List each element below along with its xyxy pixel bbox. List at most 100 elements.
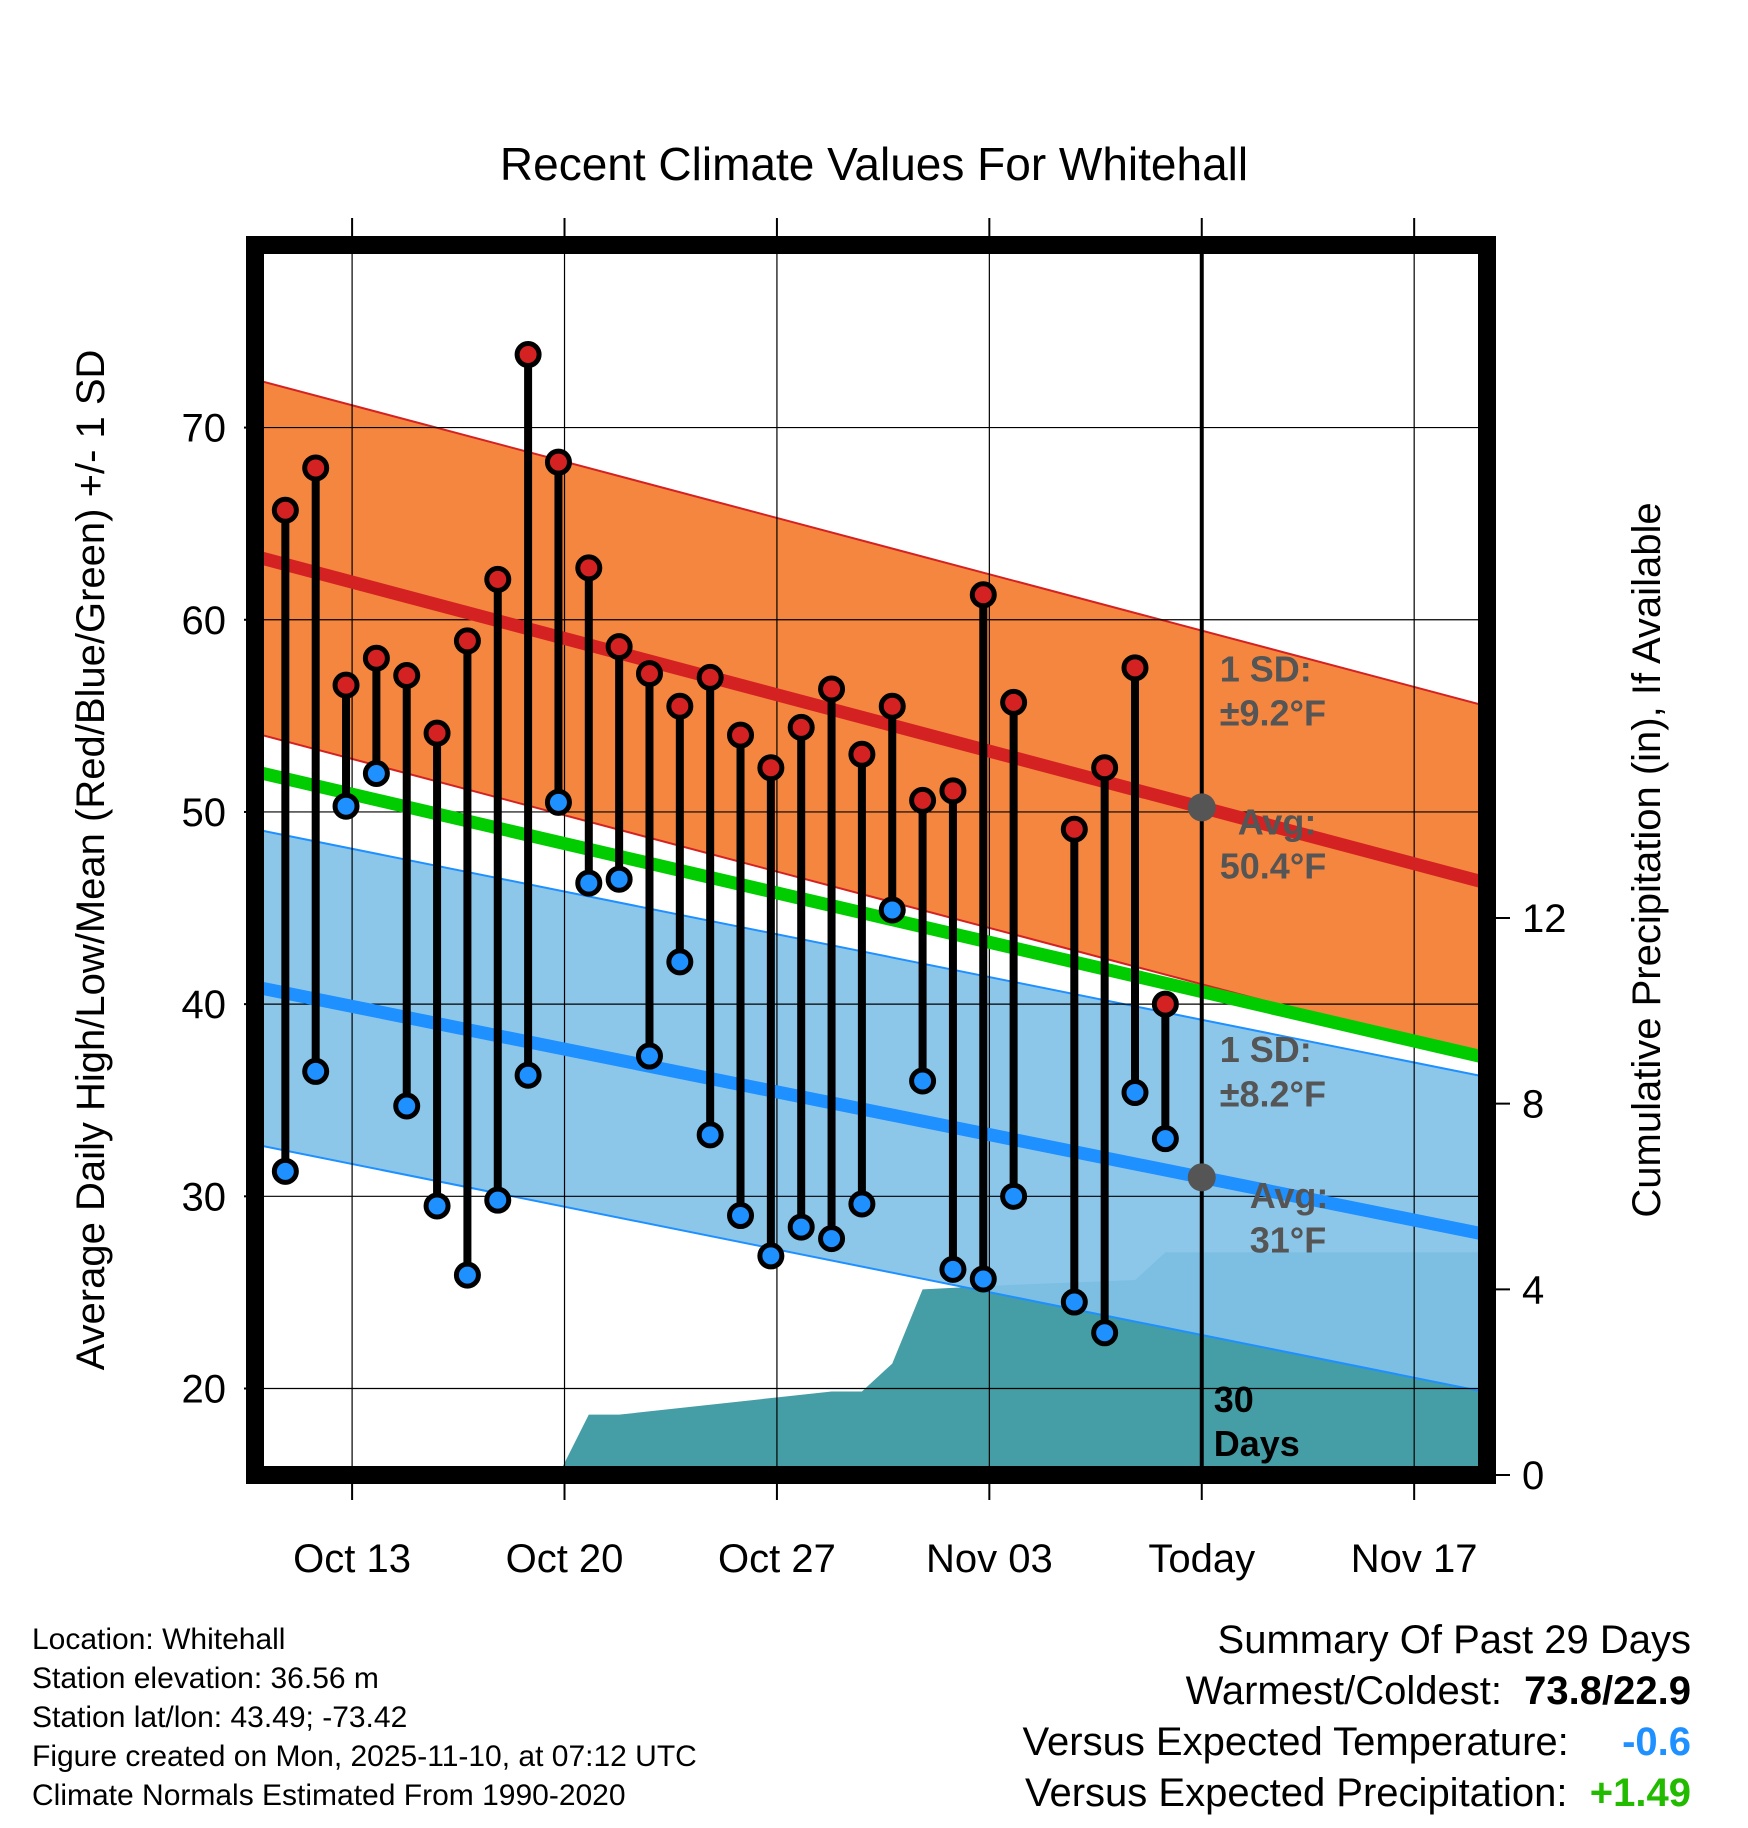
- chart-title: Recent Climate Values For Whitehall: [500, 138, 1248, 190]
- low-point-16: [727, 1202, 755, 1230]
- x-tick-label-0: Oct 13: [293, 1537, 411, 1581]
- high-point-3: [332, 671, 360, 699]
- low-point-15: [696, 1121, 724, 1149]
- low-point-12: [605, 865, 633, 893]
- low-point-1: [271, 1157, 299, 1185]
- low-avg-label: Avg:: [1250, 1175, 1329, 1216]
- high-avg-label: Avg:: [1238, 801, 1317, 842]
- high-sd-value: ±9.2°F: [1220, 692, 1326, 733]
- high-point-1: [271, 496, 299, 524]
- x-tick-label-4: Today: [1148, 1537, 1255, 1581]
- low-point-11: [575, 869, 603, 897]
- created-text: Figure created on Mon, 2025-11-10, at 07…: [32, 1740, 697, 1773]
- y-tick-label-5: 70: [182, 407, 227, 451]
- low-point-30: [1151, 1125, 1179, 1153]
- low-point-18: [787, 1213, 815, 1241]
- high-point-13: [635, 660, 663, 688]
- y-axis-label: Average Daily High/Low/Mean (Red/Blue/Gr…: [69, 350, 113, 1371]
- low-point-17: [757, 1242, 785, 1270]
- low-avg-value: 31°F: [1250, 1219, 1326, 1260]
- x-tick-label-2: Oct 27: [718, 1537, 836, 1581]
- elevation-text: Station elevation: 36.56 m: [32, 1662, 379, 1695]
- high-point-15: [696, 663, 724, 691]
- high-point-23: [939, 777, 967, 805]
- y-tick-label-0: 20: [182, 1368, 227, 1412]
- low-point-22: [909, 1067, 937, 1095]
- y2-axis-label: Cumulative Precipitation (in), If Availa…: [1625, 502, 1669, 1217]
- high-point-16: [727, 721, 755, 749]
- x-tick-label-1: Oct 20: [506, 1537, 624, 1581]
- high-point-7: [453, 627, 481, 655]
- low-sd-value: ±8.2°F: [1220, 1073, 1326, 1114]
- low-point-25: [1000, 1182, 1028, 1210]
- high-point-30: [1151, 990, 1179, 1018]
- low-point-27: [1060, 1288, 1088, 1316]
- plot-frame: [246, 236, 1496, 1484]
- high-point-22: [909, 786, 937, 814]
- y2-tick-label-3: 12: [1522, 897, 1567, 941]
- high-point-25: [1000, 688, 1028, 716]
- normals-text: Climate Normals Estimated From 1990-2020: [32, 1779, 626, 1812]
- y-tick-label-2: 40: [182, 983, 227, 1027]
- window-days-number: 30: [1214, 1379, 1254, 1420]
- low-point-9: [514, 1061, 542, 1089]
- high-point-17: [757, 754, 785, 782]
- high-point-24: [969, 581, 997, 609]
- low-point-2: [302, 1057, 330, 1085]
- high-point-9: [514, 341, 542, 369]
- low-sd-label: 1 SD:: [1220, 1029, 1312, 1070]
- temp-label: Versus Expected Temperature:: [1022, 1720, 1569, 1764]
- high-point-10: [544, 448, 572, 476]
- high-point-11: [575, 554, 603, 582]
- high-point-21: [878, 692, 906, 720]
- latlon-text: Station lat/lon: 43.49; -73.42: [32, 1701, 408, 1734]
- low-point-28: [1091, 1319, 1119, 1347]
- high-sd-label: 1 SD:: [1220, 648, 1312, 689]
- window-days-unit: Days: [1214, 1423, 1300, 1464]
- warm-cold-label: Warmest/Coldest:: [1185, 1669, 1502, 1713]
- y2-tick-label-2: 8: [1522, 1083, 1544, 1127]
- today-high-normal-marker: [1187, 793, 1216, 822]
- high-point-2: [302, 454, 330, 482]
- y2-tick-label-1: 4: [1522, 1268, 1544, 1312]
- high-point-6: [423, 719, 451, 747]
- normal-mean-line: [255, 765, 1487, 1065]
- x-axis-label: Day: [838, 1597, 909, 1600]
- high-point-28: [1091, 754, 1119, 782]
- summary-title: Summary Of Past 29 Days: [1217, 1618, 1691, 1662]
- low-point-13: [635, 1042, 663, 1070]
- low-point-21: [878, 896, 906, 924]
- low-point-3: [332, 792, 360, 820]
- high-point-27: [1060, 815, 1088, 843]
- y-tick-label-4: 60: [182, 599, 227, 643]
- low-point-19: [818, 1225, 846, 1253]
- high-point-29: [1121, 654, 1149, 682]
- location-text: Location: Whitehall: [32, 1623, 286, 1656]
- high-point-19: [818, 675, 846, 703]
- high-point-20: [848, 740, 876, 768]
- warm-cold-value: 73.8/22.9: [1524, 1669, 1691, 1713]
- low-point-20: [848, 1190, 876, 1218]
- climate-chart: Recent Climate Values For Whitehall 20 30…: [69, 138, 1669, 1600]
- high-point-18: [787, 713, 815, 741]
- precip-value: +1.49: [1589, 1771, 1691, 1815]
- high-avg-value: 50.4°F: [1220, 846, 1326, 887]
- high-point-4: [362, 644, 390, 672]
- high-point-8: [484, 565, 512, 593]
- low-point-4: [362, 760, 390, 788]
- normal-low-line: [255, 980, 1487, 1242]
- precip-label: Versus Expected Precipitation:: [1025, 1771, 1568, 1815]
- x-tick-label-3: Nov 03: [926, 1537, 1053, 1581]
- low-point-23: [939, 1255, 967, 1283]
- low-point-5: [393, 1092, 421, 1120]
- normal-high-line: [255, 550, 1487, 890]
- low-point-24: [969, 1265, 997, 1293]
- high-point-14: [666, 692, 694, 720]
- low-point-6: [423, 1192, 451, 1220]
- low-point-7: [453, 1261, 481, 1289]
- high-point-12: [605, 633, 633, 661]
- y-tick-label-1: 30: [182, 1175, 227, 1219]
- x-tick-label-5: Nov 17: [1351, 1537, 1478, 1581]
- station-info: Location: Whitehall Station elevation: 3…: [32, 1620, 697, 1815]
- low-point-10: [544, 788, 572, 816]
